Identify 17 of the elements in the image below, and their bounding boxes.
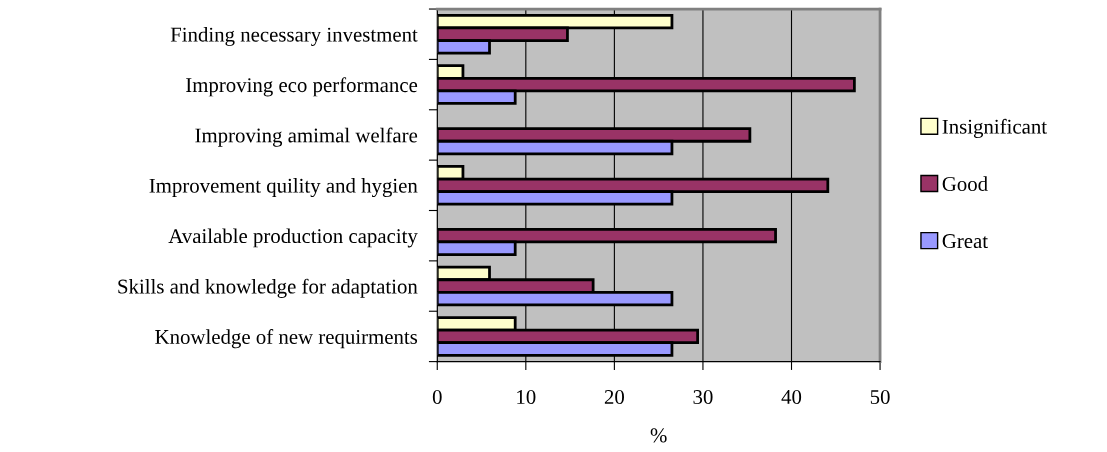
x-tick-label: 0 <box>432 389 442 405</box>
y-tick-label: Available production capacity <box>168 228 418 248</box>
x-tick-label: 30 <box>693 389 713 405</box>
legend-label: Insignificant <box>942 118 1047 139</box>
legend-label: Good <box>942 176 988 191</box>
y-tick-label: Knowledge of new requirments <box>155 329 418 349</box>
y-tick-label: Improving eco performance <box>186 77 418 97</box>
y-tick-label: Improving amimal welfare <box>195 127 418 147</box>
y-tick-label: Finding necessary investment <box>170 26 418 46</box>
x-tick-label: 50 <box>870 389 890 405</box>
y-tick-label: Skills and knowledge for adaptation <box>118 278 418 298</box>
legend-label: Great <box>942 234 988 249</box>
x-axis-title: % <box>650 428 667 443</box>
x-tick-label: 40 <box>781 389 802 405</box>
x-tick-label: 10 <box>517 389 536 405</box>
x-tick-label: 20 <box>604 389 625 405</box>
y-tick-label: Improvement quility and hygien <box>149 178 418 198</box>
